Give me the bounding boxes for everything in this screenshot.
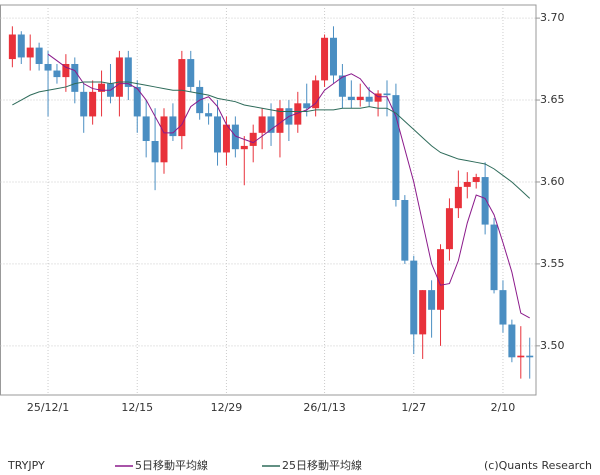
- candle-body: [187, 59, 195, 87]
- candle-body: [214, 116, 222, 153]
- candle-body: [26, 47, 34, 58]
- candle-body: [338, 75, 346, 97]
- legend-label: 5日移動平均線: [135, 458, 208, 472]
- credit: (c)Quants Research: [484, 459, 592, 472]
- y-tick-label: 3.60: [540, 175, 565, 188]
- candle-body: [445, 208, 453, 250]
- candle-body: [437, 249, 445, 310]
- x-tick-label: 1/27: [401, 401, 426, 414]
- candle-body: [294, 103, 302, 125]
- candle-body: [249, 132, 257, 146]
- candle-body: [303, 103, 311, 109]
- candle-body: [80, 91, 88, 117]
- candle-body: [365, 96, 373, 102]
- y-tick-label: 3.50: [540, 339, 565, 352]
- x-tick-label: 12/15: [121, 401, 153, 414]
- symbol: TRYJPY: [7, 459, 45, 472]
- candle-body: [526, 355, 534, 358]
- plot-frame: [0, 4, 537, 396]
- candle-body: [472, 177, 480, 182]
- candle-body: [62, 63, 70, 78]
- candle-body: [454, 186, 462, 209]
- candle-body: [383, 93, 391, 96]
- ma-line: [12, 81, 531, 199]
- candle-body: [124, 57, 132, 87]
- candle-body: [499, 290, 507, 325]
- candle-body: [258, 116, 266, 133]
- candle-body: [231, 124, 239, 150]
- candle-body: [151, 141, 159, 163]
- candle-body: [222, 124, 230, 153]
- candle-body: [240, 145, 248, 150]
- candle-body: [276, 108, 284, 133]
- candle-body: [347, 96, 355, 101]
- candle-body: [17, 34, 25, 58]
- y-tick-label: 3.55: [540, 257, 565, 270]
- candle-body: [71, 63, 79, 92]
- candle-body: [142, 116, 150, 142]
- candle-body: [89, 91, 97, 117]
- candle-body: [35, 47, 43, 64]
- x-tick-label: 2/10: [491, 401, 516, 414]
- candle-body: [44, 63, 52, 71]
- candle-body: [508, 324, 516, 358]
- candle-body: [53, 70, 61, 78]
- candle-body: [8, 34, 16, 60]
- legend-label: 25日移動平均線: [282, 458, 362, 472]
- x-tick-label: 26/1/13: [303, 401, 345, 414]
- candle-body: [169, 116, 177, 137]
- candle-body: [356, 96, 364, 101]
- candle-body: [205, 113, 213, 117]
- candle-body: [410, 260, 418, 335]
- candle-body: [312, 80, 320, 109]
- candle-body: [481, 177, 489, 225]
- candle-body: [115, 57, 123, 97]
- candle-body: [490, 224, 498, 291]
- candle-body: [98, 83, 106, 92]
- candle-body: [428, 290, 436, 310]
- candle-body: [267, 116, 275, 133]
- candle-body: [329, 37, 337, 76]
- candle-body: [321, 37, 329, 81]
- candle-body: [419, 290, 427, 335]
- x-tick-label: 12/29: [211, 401, 243, 414]
- candle-body: [401, 200, 409, 261]
- candle-body: [160, 116, 168, 163]
- y-tick-label: 3.70: [540, 11, 565, 24]
- ma-line: [47, 53, 530, 319]
- candle-body: [374, 93, 382, 102]
- x-tick-label: 25/12/1: [27, 401, 69, 414]
- y-tick-label: 3.65: [540, 93, 565, 106]
- candle-body: [133, 86, 141, 117]
- candle-body: [517, 355, 525, 358]
- candle-body: [392, 95, 400, 200]
- candle-body: [463, 181, 471, 187]
- candle-body: [178, 59, 186, 137]
